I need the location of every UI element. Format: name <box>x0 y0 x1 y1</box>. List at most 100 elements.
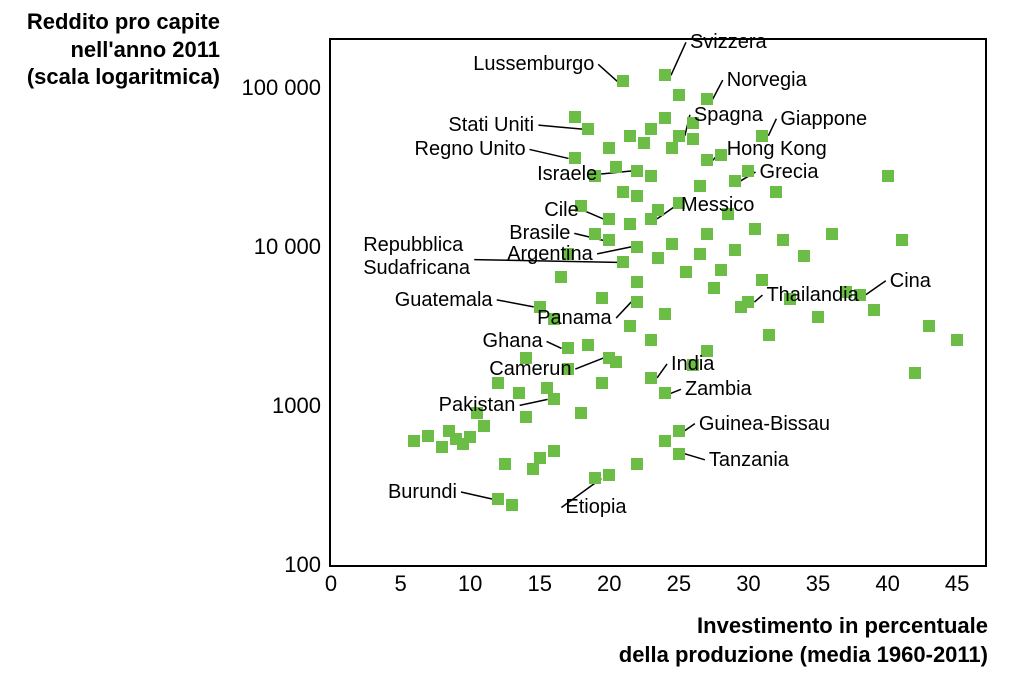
country-label: Cina <box>890 270 931 293</box>
y-axis-title: Reddito pro capite nell'anno 2011 (scala… <box>0 8 220 91</box>
data-point <box>499 458 511 470</box>
data-point <box>715 149 727 161</box>
data-point <box>617 256 629 268</box>
data-point <box>527 463 539 475</box>
data-point <box>659 308 671 320</box>
x-tick-label: 35 <box>806 571 830 597</box>
data-point <box>749 223 761 235</box>
country-label: Stati Uniti <box>448 114 534 137</box>
country-label: Messico <box>681 194 754 217</box>
data-point <box>562 342 574 354</box>
data-point <box>826 228 838 240</box>
data-point <box>569 111 581 123</box>
data-point <box>603 142 615 154</box>
data-point <box>882 170 894 182</box>
data-point <box>680 266 692 278</box>
x-title-line: Investimento in percentuale <box>697 613 988 638</box>
data-point <box>951 334 963 346</box>
data-point <box>645 334 657 346</box>
data-point <box>701 154 713 166</box>
data-point <box>534 452 546 464</box>
data-point <box>673 89 685 101</box>
country-label: Spagna <box>694 104 763 127</box>
data-point <box>729 175 741 187</box>
country-label: Giappone <box>780 108 867 131</box>
data-point <box>631 241 643 253</box>
data-point <box>694 180 706 192</box>
data-point <box>659 112 671 124</box>
data-point <box>603 469 615 481</box>
data-point <box>645 372 657 384</box>
country-label: Etiopia <box>565 496 626 519</box>
data-point <box>589 228 601 240</box>
data-point <box>868 304 880 316</box>
data-point <box>666 142 678 154</box>
country-label: Israele <box>537 163 597 186</box>
country-label: Regno Unito <box>415 138 526 161</box>
data-point <box>548 445 560 457</box>
data-point <box>631 296 643 308</box>
country-label: Cile <box>544 199 578 222</box>
country-label: Lussemburgo <box>473 53 594 76</box>
data-point <box>687 133 699 145</box>
data-point <box>492 493 504 505</box>
country-label: Guinea-Bissau <box>699 413 830 436</box>
data-point <box>520 411 532 423</box>
data-point <box>589 472 601 484</box>
data-point <box>575 407 587 419</box>
y-title-line: nell'anno 2011 <box>70 37 220 62</box>
y-tick-label: 100 <box>211 552 321 578</box>
data-point <box>422 430 434 442</box>
data-point <box>624 320 636 332</box>
data-point <box>631 276 643 288</box>
x-tick-label: 15 <box>527 571 551 597</box>
country-label: Norvegia <box>727 69 807 92</box>
data-point <box>638 137 650 149</box>
data-point <box>798 250 810 262</box>
country-label: Hong Kong <box>727 138 827 161</box>
data-point <box>645 123 657 135</box>
data-point <box>708 282 720 294</box>
data-point <box>436 441 448 453</box>
country-label: Grecia <box>760 161 819 184</box>
data-point <box>923 320 935 332</box>
country-label: India <box>671 353 714 376</box>
data-point <box>596 292 608 304</box>
data-point <box>659 435 671 447</box>
data-point <box>548 393 560 405</box>
data-point <box>659 387 671 399</box>
x-tick-label: 25 <box>667 571 691 597</box>
country-label: Panama <box>537 307 612 330</box>
data-point <box>777 234 789 246</box>
y-tick-label: 10 000 <box>211 234 321 260</box>
data-point <box>701 228 713 240</box>
data-point <box>812 311 824 323</box>
data-point <box>603 352 615 364</box>
y-title-line: Reddito pro capite <box>27 9 220 34</box>
data-point <box>645 170 657 182</box>
data-point <box>673 130 685 142</box>
data-point <box>673 425 685 437</box>
data-point <box>715 264 727 276</box>
data-point <box>909 367 921 379</box>
data-point <box>631 458 643 470</box>
scatter-chart: Reddito pro capite nell'anno 2011 (scala… <box>0 0 1024 681</box>
x-axis-title: Investimento in percentuale della produz… <box>619 612 988 669</box>
data-point <box>617 75 629 87</box>
country-label: Guatemala <box>395 289 493 312</box>
data-point <box>694 248 706 260</box>
y-tick-label: 100 000 <box>211 75 321 101</box>
data-point <box>603 234 615 246</box>
x-tick-label: 0 <box>325 571 337 597</box>
country-label: Argentina <box>507 243 593 266</box>
country-label: Pakistan <box>439 394 516 417</box>
y-title-line: (scala logaritmica) <box>27 64 220 89</box>
data-point <box>478 420 490 432</box>
country-label: Burundi <box>388 481 457 504</box>
data-point <box>673 448 685 460</box>
country-label: Zambia <box>685 378 752 401</box>
data-point <box>652 252 664 264</box>
data-point <box>896 234 908 246</box>
data-point <box>506 499 518 511</box>
data-point <box>603 213 615 225</box>
